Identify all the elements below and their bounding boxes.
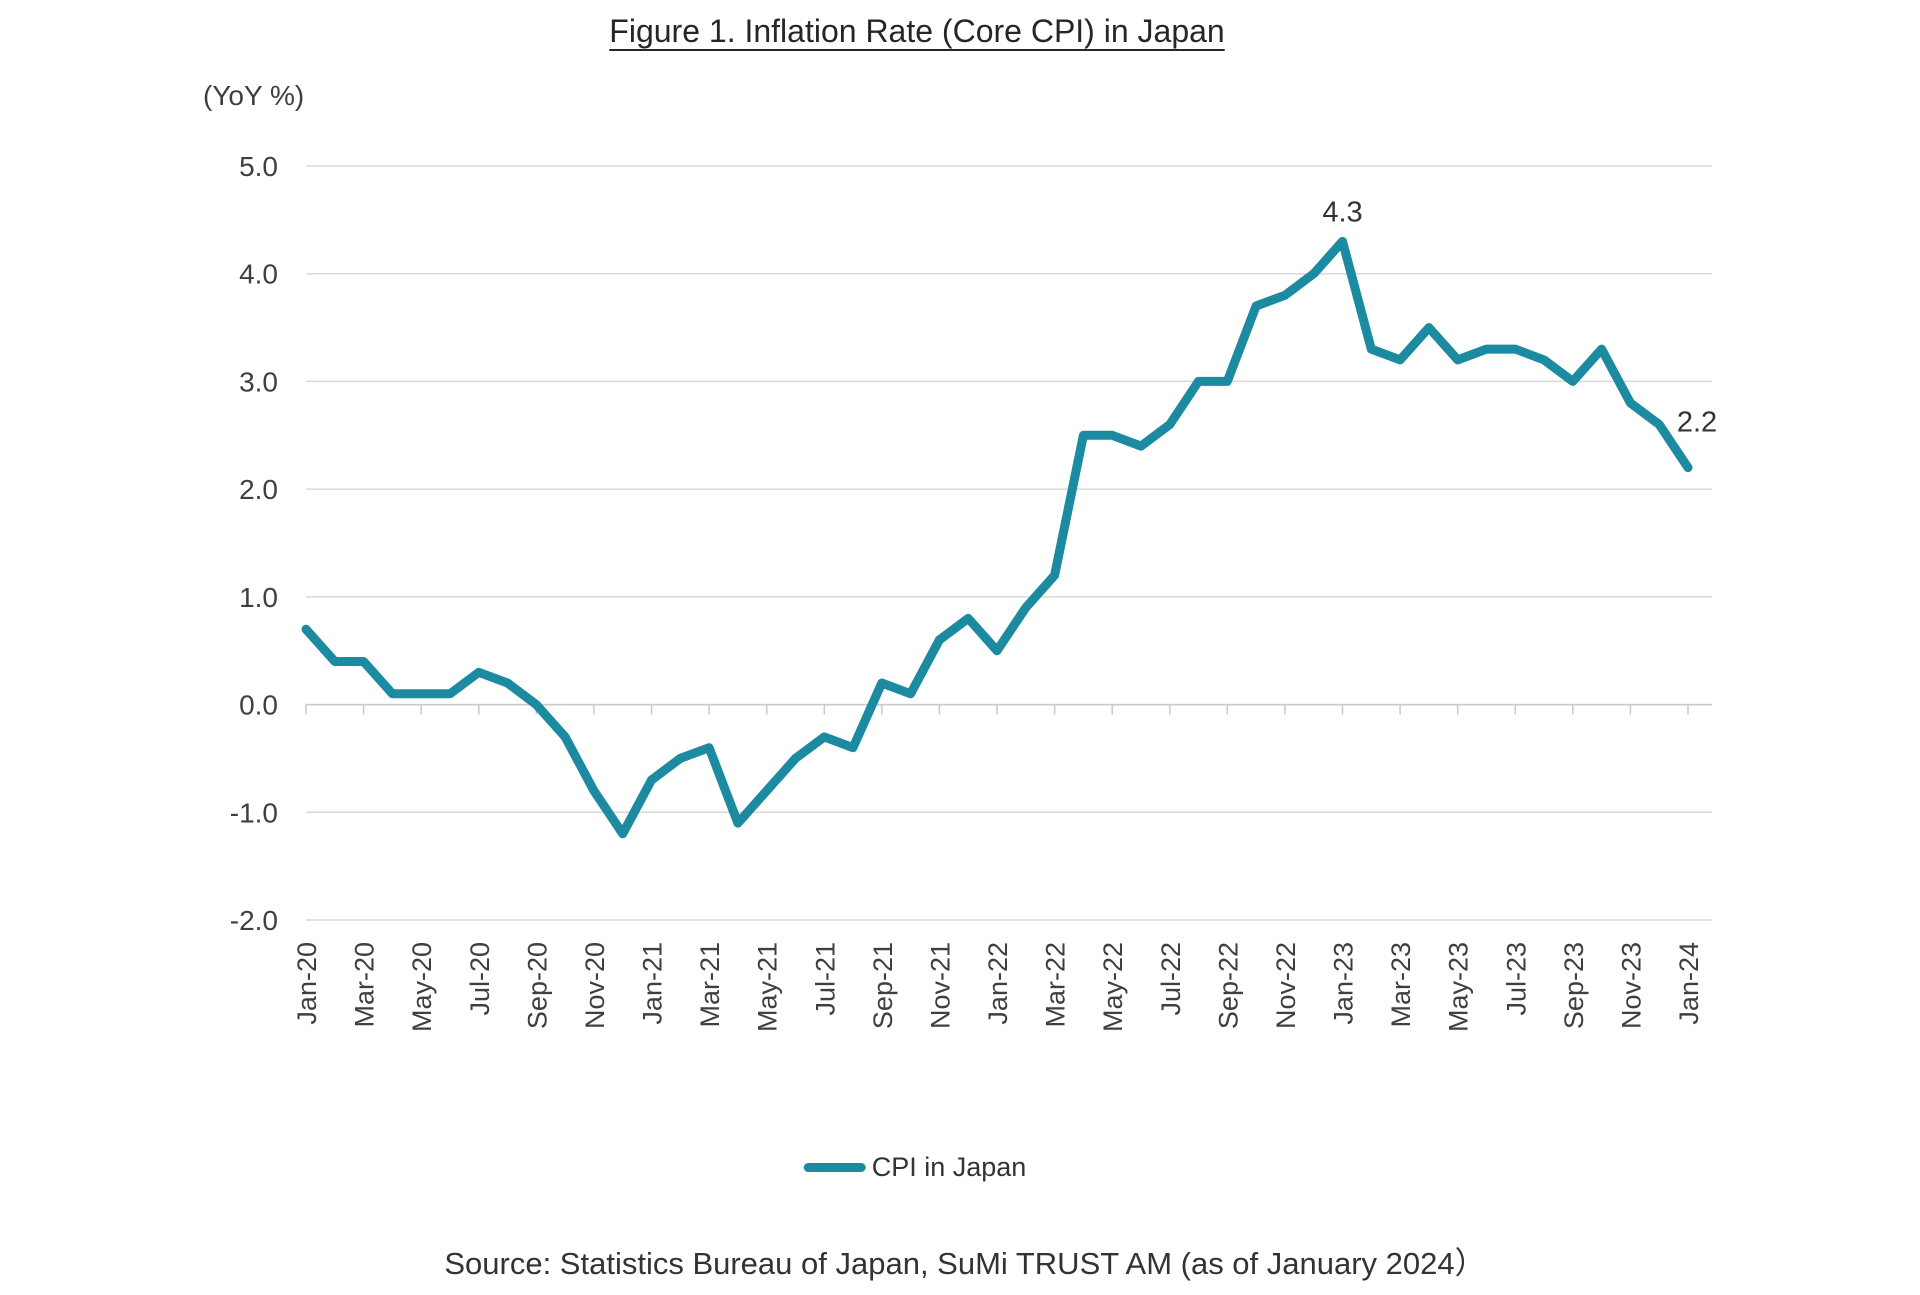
x-tick-label: Sep-21	[868, 942, 898, 1029]
data-label: 4.3	[1322, 196, 1362, 228]
y-axis-unit-label: (YoY %)	[203, 80, 305, 111]
x-tick-label: Nov-22	[1271, 942, 1301, 1029]
y-tick-label: -2.0	[230, 905, 278, 936]
figure-title: Figure 1. Inflation Rate (Core CPI) in J…	[609, 13, 1225, 49]
source-note: Source: Statistics Bureau of Japan, SuMi…	[444, 1246, 1486, 1281]
x-tick-label: Jan-20	[292, 942, 322, 1025]
data-label: 2.2	[1677, 407, 1717, 439]
y-tick-label: 3.0	[239, 366, 278, 397]
x-tick-label: Sep-20	[522, 942, 552, 1029]
y-tick-label: 4.0	[239, 259, 278, 290]
x-tick-label: May-21	[753, 942, 783, 1032]
x-tick-label: May-20	[407, 942, 437, 1032]
y-tick-label: 2.0	[239, 474, 278, 505]
x-tick-label: Jan-21	[638, 942, 668, 1025]
x-tick-label: Nov-20	[580, 942, 610, 1029]
x-tick-label: Mar-21	[695, 942, 725, 1028]
y-tick-label: -1.0	[230, 797, 278, 828]
x-tick-label: Sep-23	[1559, 942, 1589, 1029]
x-tick-label: May-22	[1098, 942, 1128, 1032]
legend-line-swatch	[803, 1163, 866, 1172]
cpi-line-chart: 5.0 4.0 3.0 2.0 1.0 0.0 -1.0 -2.0 Jan-20 Mar-20 Ma…	[230, 151, 1717, 1032]
x-tick-label: Mar-23	[1386, 942, 1416, 1028]
legend-label: CPI in Japan	[871, 1152, 1027, 1182]
x-tick-label: May-23	[1444, 942, 1474, 1032]
x-tick-label: Jul-20	[465, 942, 495, 1016]
x-tick-label: Nov-23	[1616, 942, 1646, 1029]
legend: CPI in Japan	[803, 1152, 1027, 1183]
y-tick-label: 0.0	[239, 690, 278, 721]
x-tick-label: Jul-21	[810, 942, 840, 1016]
x-tick-label: Jan-22	[983, 942, 1013, 1025]
x-tick-label: Jul-23	[1501, 942, 1531, 1016]
x-tick-label: Mar-22	[1041, 942, 1071, 1028]
cpi-line-series	[301, 236, 1693, 839]
x-tick-label: Mar-20	[350, 942, 380, 1028]
x-tick-label: Jul-22	[1156, 942, 1186, 1016]
x-tick-label: Sep-22	[1213, 942, 1243, 1029]
x-tick-label: Jan-24	[1674, 942, 1704, 1025]
y-tick-label: 5.0	[239, 151, 278, 182]
x-tick-label: Jan-23	[1329, 942, 1359, 1025]
y-tick-label: 1.0	[239, 582, 278, 613]
x-tick-label: Nov-21	[925, 942, 955, 1029]
